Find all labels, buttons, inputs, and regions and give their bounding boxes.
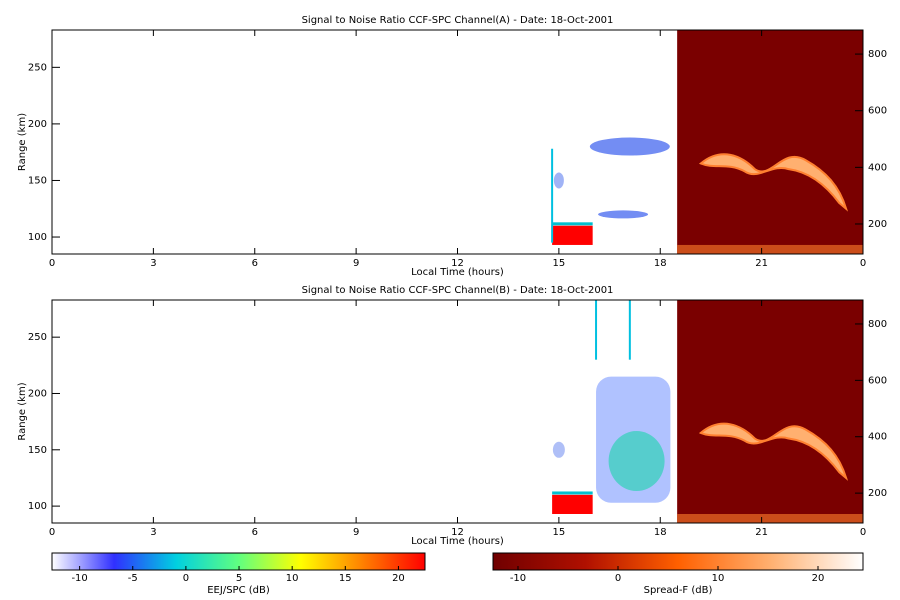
x-tick-label: 18 (654, 527, 667, 538)
colorbar-tick-label: 10 (286, 573, 299, 584)
bottom-echo (677, 244, 863, 254)
x-tick-label: 3 (150, 527, 156, 538)
x-tick-label: 6 (252, 258, 258, 269)
chart-title: Signal to Noise Ratio CCF-SPC Channel(A)… (302, 15, 614, 26)
x-tick-label: 9 (353, 527, 359, 538)
echo (589, 137, 670, 156)
colorbar-tick-label: 20 (392, 573, 405, 584)
colorbar (492, 552, 864, 571)
plume (698, 153, 849, 212)
heatmap-image (552, 300, 863, 523)
x-tick-label: 18 (654, 258, 667, 269)
colorbar-tick-label: 15 (339, 573, 352, 584)
y-axis-label: Range (km) (17, 113, 28, 171)
y-tick-label: 250 (28, 62, 47, 73)
x-tick-label: 0 (49, 258, 55, 269)
x-tick-label: 15 (553, 258, 566, 269)
y2-tick-label: 200 (868, 488, 887, 499)
y2-tick-label: 800 (868, 319, 887, 330)
eej-core (552, 225, 593, 245)
y2-tick-label: 200 (868, 219, 887, 230)
y2-tick-label: 400 (868, 162, 887, 173)
echo (553, 172, 564, 189)
x-tick-label: 0 (49, 527, 55, 538)
spread-f-region (677, 300, 863, 523)
y-axis-label: Range (km) (17, 382, 28, 440)
bottom-echo (677, 513, 863, 523)
y-tick-label: 200 (28, 119, 47, 130)
colorbar-tick-label: -10 (510, 573, 526, 584)
colorbar-tick-label: 0 (183, 573, 189, 584)
x-tick-label: 12 (451, 258, 464, 269)
colorbar-tick-label: -10 (71, 573, 87, 584)
y-tick-label: 200 (28, 388, 47, 399)
y2-tick-label: 600 (868, 375, 887, 386)
heatmap-image (551, 30, 863, 254)
spread-f-region (677, 30, 863, 254)
y2-tick-label: 800 (868, 49, 887, 60)
plume (698, 422, 849, 481)
x-tick-label: 3 (150, 258, 156, 269)
colorbar-tick-label: 0 (615, 573, 621, 584)
y2-tick-label: 600 (868, 106, 887, 117)
x-axis-label: Local Time (hours) (411, 536, 504, 547)
x-tick-label: 21 (755, 258, 768, 269)
y-tick-label: 150 (28, 445, 47, 456)
y-tick-label: 100 (28, 501, 47, 512)
y-tick-label: 250 (28, 332, 47, 343)
echo (552, 441, 565, 458)
eej-edge (552, 222, 593, 226)
x-tick-label: 0 (860, 527, 866, 538)
x-tick-label: 21 (755, 527, 768, 538)
colorbar-label: Spread-F (dB) (644, 585, 713, 596)
eej-edge (552, 491, 593, 495)
y-tick-label: 100 (28, 232, 47, 243)
colorbar (51, 552, 426, 571)
x-tick-label: 9 (353, 258, 359, 269)
x-axis-label: Local Time (hours) (411, 267, 504, 278)
x-tick-label: 12 (451, 527, 464, 538)
echo-core (608, 431, 665, 492)
colorbar-tick-label: -5 (128, 573, 138, 584)
colorbar-tick-label: 10 (712, 573, 725, 584)
eej-core (552, 494, 593, 514)
colorbar-tick-label: 20 (812, 573, 825, 584)
x-tick-label: 6 (252, 527, 258, 538)
y-tick-label: 150 (28, 175, 47, 186)
x-tick-label: 15 (553, 527, 566, 538)
y2-tick-label: 400 (868, 432, 887, 443)
echo (598, 210, 649, 219)
chart-title: Signal to Noise Ratio CCF-SPC Channel(B)… (302, 285, 614, 296)
x-tick-label: 0 (860, 258, 866, 269)
colorbar-label: EEJ/SPC (dB) (207, 585, 270, 596)
colorbar-tick-label: 5 (236, 573, 242, 584)
